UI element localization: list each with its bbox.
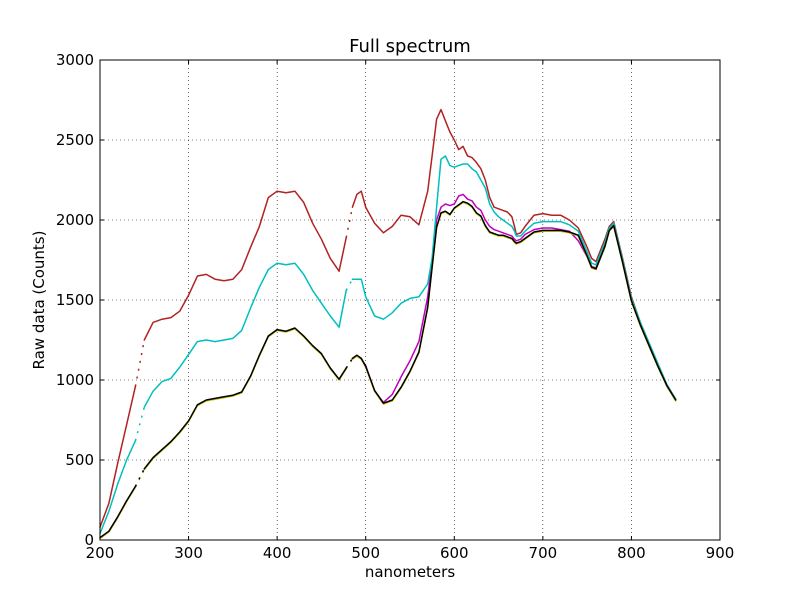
series-line-1 [351,108,677,400]
series-line-5 [143,327,347,470]
series-line-3 [351,155,677,400]
y-tick-label: 0 [84,531,94,549]
x-tick-label: 200 [86,544,115,562]
x-tick-label: 700 [529,544,558,562]
y-tick-label: 500 [65,451,94,469]
y-tick-label: 3000 [56,51,94,69]
series-line-3 [99,440,137,535]
series-line-5 [99,485,137,539]
series-gap-dots [345,357,354,369]
series-line-1 [99,385,137,528]
ticks: 200 300 400 500 600 700 800 900 0 500 1000 1500 2000… [56,51,735,562]
series-gap-dots [134,407,146,441]
series-line-3 [143,262,347,408]
y-tick-label: 1000 [56,371,94,389]
y-tick-label: 1500 [56,291,94,309]
series-line-1 [143,190,347,341]
series-layer [99,108,677,540]
y-tick-label: 2000 [56,211,94,229]
x-axis-label: nanometers [365,563,456,581]
x-tick-label: 900 [706,544,735,562]
x-tick-label: 800 [617,544,646,562]
x-tick-label: 400 [263,544,292,562]
series-gap-dots [134,468,145,487]
x-tick-label: 600 [440,544,469,562]
x-tick-label: 500 [351,544,380,562]
y-tick-label: 2500 [56,131,94,149]
series-gap-dots [345,207,354,238]
chart-title: Full spectrum [349,36,471,57]
x-tick-label: 300 [174,544,203,562]
series-line-5 [351,200,677,404]
y-axis-label: Raw data (Counts) [30,231,48,370]
